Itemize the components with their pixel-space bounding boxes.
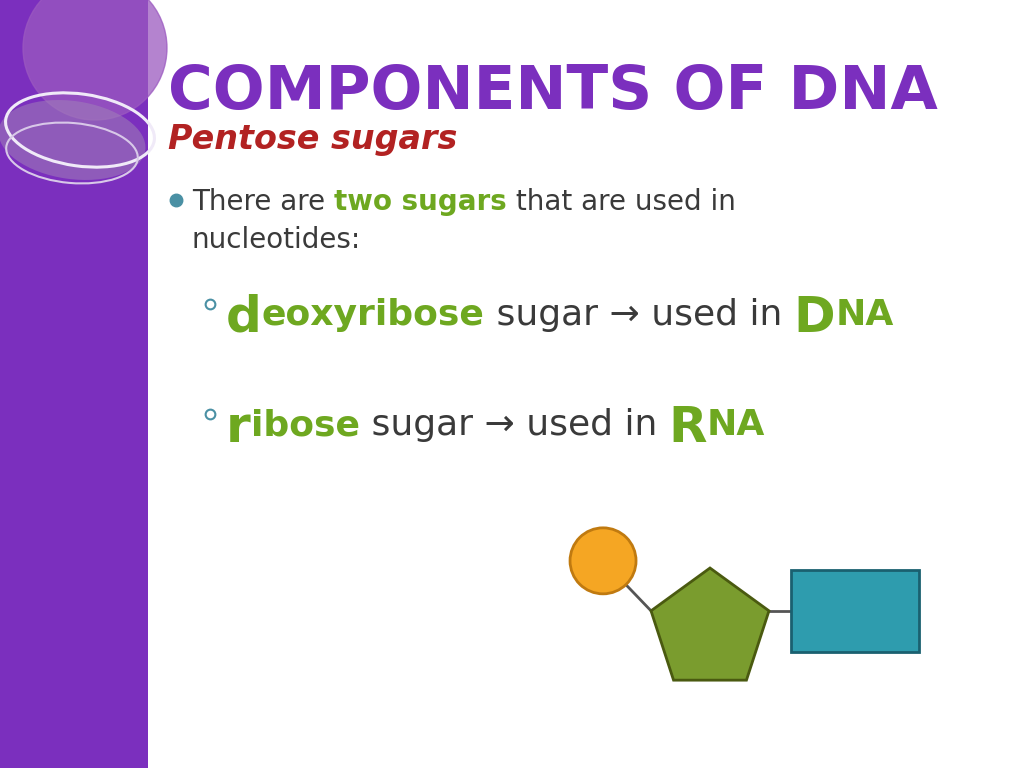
Bar (791, 570, 919, 652)
Text: r: r (226, 404, 251, 452)
Text: ibose: ibose (251, 408, 359, 442)
Bar (0, 0, 148, 768)
Polygon shape (651, 568, 769, 680)
Text: sugar → used in: sugar → used in (484, 298, 794, 332)
Text: eoxyribose: eoxyribose (262, 298, 484, 332)
Text: Pentose sugars: Pentose sugars (168, 123, 458, 156)
Ellipse shape (0, 100, 145, 180)
Text: There are: There are (193, 188, 334, 216)
Text: nucleotides:: nucleotides: (193, 226, 361, 254)
Text: R: R (669, 404, 708, 452)
Text: COMPONENTS OF DNA: COMPONENTS OF DNA (168, 63, 938, 122)
Text: D: D (794, 294, 836, 342)
Circle shape (570, 528, 636, 594)
Text: NA: NA (836, 298, 894, 332)
Circle shape (23, 0, 167, 120)
Text: that are used in: that are used in (507, 188, 735, 216)
Text: two sugars: two sugars (334, 188, 507, 216)
Text: NA: NA (708, 408, 766, 442)
Text: d: d (226, 294, 262, 342)
Text: sugar → used in: sugar → used in (359, 408, 669, 442)
